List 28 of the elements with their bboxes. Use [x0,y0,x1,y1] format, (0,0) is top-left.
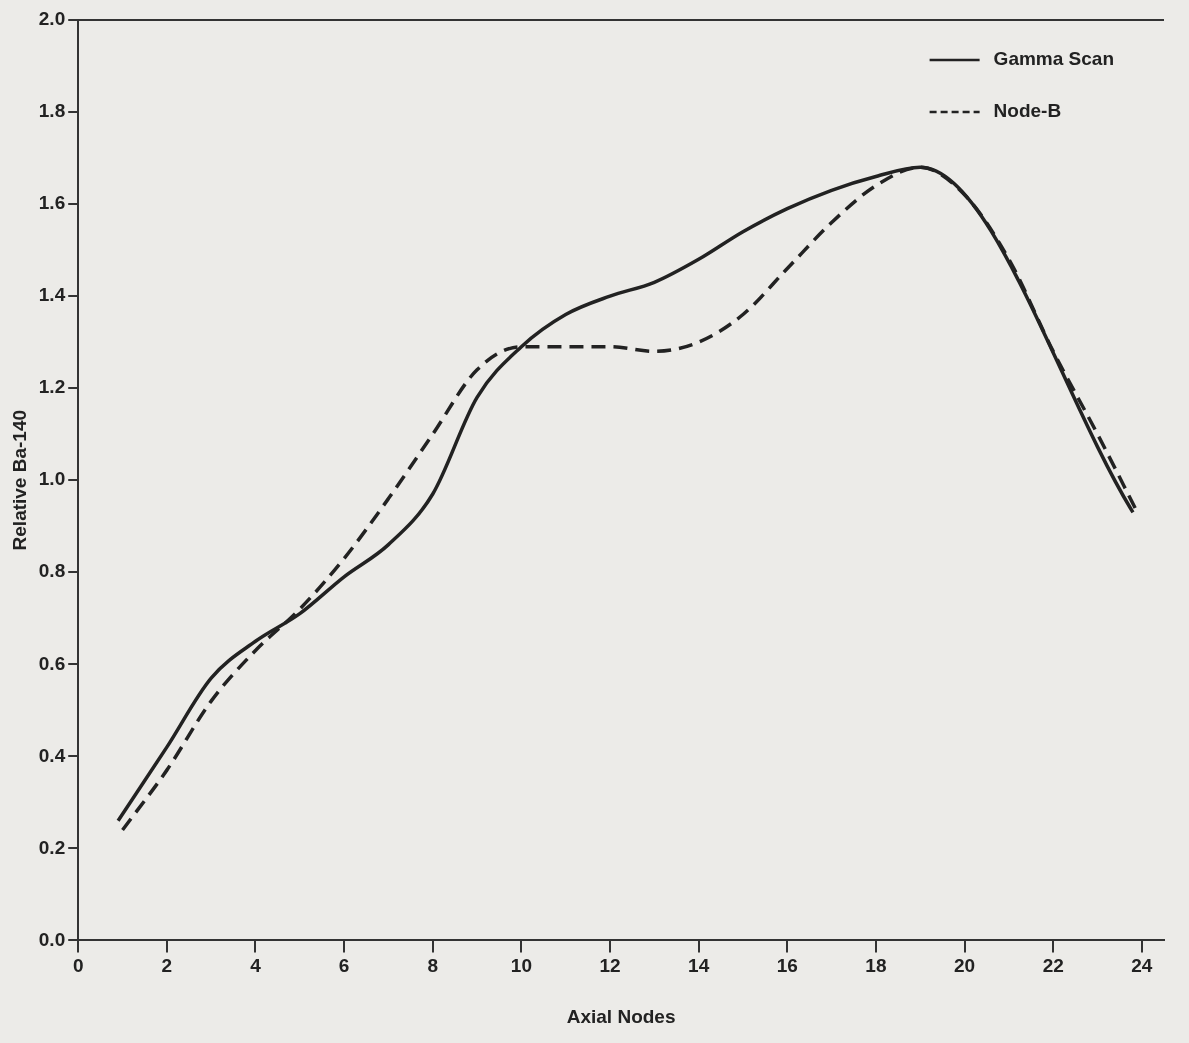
x-tick-label: 8 [427,955,439,977]
x-tick-label: 18 [865,955,887,977]
x-tick-label: 2 [161,955,173,977]
y-tick-label: 0.2 [38,836,66,858]
y-tick-label: 0.0 [38,928,66,950]
y-tick-label: 1.0 [38,468,66,490]
x-tick-label: 24 [1131,955,1153,977]
x-tick-label: 16 [776,955,798,977]
x-tick-label: 6 [338,955,350,977]
y-tick-label: 0.8 [38,560,66,582]
y-tick-label: 2.0 [38,8,66,30]
y-axis-title: Relative Ba-140 [8,409,30,551]
x-tick-label: 10 [510,955,532,977]
y-tick-label: 0.4 [38,744,66,766]
y-tick-label: 1.8 [38,100,66,122]
x-axis-title: Axial Nodes [566,1005,676,1027]
legend-label: Node-B [993,100,1062,122]
x-tick-label: 22 [1042,955,1064,977]
x-tick-label: 20 [954,955,976,977]
legend-label: Gamma Scan [993,48,1115,70]
y-tick-label: 1.2 [38,376,66,398]
x-tick-label: 12 [599,955,621,977]
y-tick-label: 1.4 [38,284,66,306]
y-tick-label: 1.6 [38,192,66,214]
x-tick-label: 14 [688,955,710,977]
x-tick-label: 0 [72,955,84,977]
y-tick-label: 0.6 [38,652,66,674]
x-tick-label: 4 [250,955,262,977]
